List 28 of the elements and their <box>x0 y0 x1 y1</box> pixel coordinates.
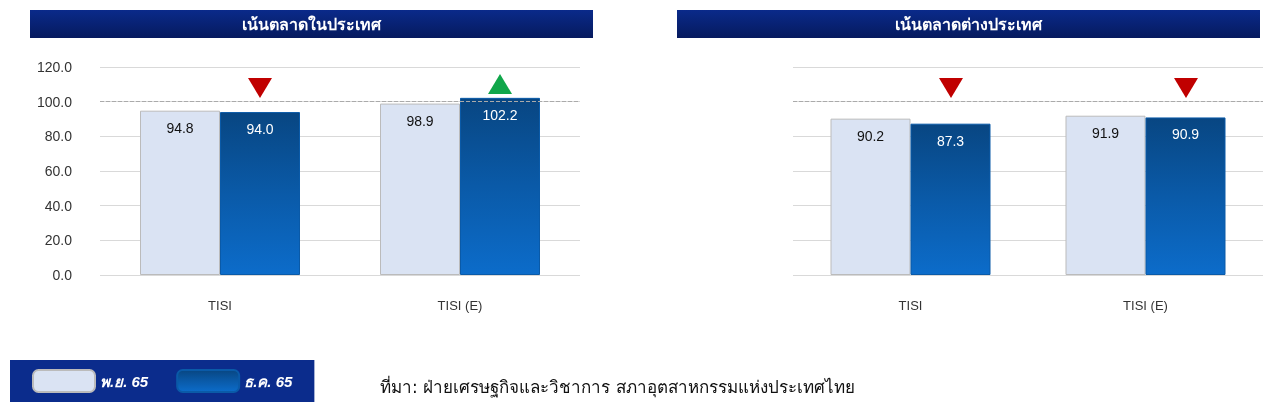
text: ที่มา: ฝ่ายเศรษฐกิจและวิชาการ สภาอุตสาหกรรมแห่งประเทศไทย <box>380 374 855 398</box>
y-tick-label: 100.0 <box>36 93 73 110</box>
y-tick-label: 80.0 <box>44 128 73 145</box>
legend-label: ธ.ค. 65 <box>244 372 294 390</box>
data-label: 102.2 <box>482 106 518 123</box>
x-tick-label: TISI <box>898 298 923 313</box>
bar <box>910 123 991 275</box>
data-label: 98.9 <box>406 112 434 129</box>
data-label: 91.9 <box>1091 124 1120 141</box>
x-tick-label: TISI <box>208 298 232 313</box>
data-label: 94.0 <box>246 121 274 138</box>
data-label: 90.9 <box>1171 126 1200 143</box>
chart-title: เน้นตลาดต่างประเทศ <box>895 14 1043 34</box>
data-label: 90.2 <box>856 127 885 144</box>
bar <box>1145 117 1226 275</box>
y-tick-label: 40.0 <box>44 197 73 214</box>
data-label: 87.3 <box>936 132 965 149</box>
x-tick-label: TISI (E) <box>1123 298 1168 313</box>
bar <box>830 118 911 275</box>
bar <box>1065 115 1146 275</box>
x-tick-label: TISI (E) <box>437 298 483 313</box>
y-tick-label: 60.0 <box>44 163 73 179</box>
y-tick-label: 20.0 <box>44 232 73 249</box>
chart-title: เน้นตลาดในประเทศ <box>242 14 382 34</box>
data-label: 94.8 <box>166 119 194 136</box>
y-tick-label: 120.0 <box>36 59 73 75</box>
legend-label: พ.ย. 65 <box>100 372 149 390</box>
y-tick-label: 0.0 <box>52 267 73 283</box>
